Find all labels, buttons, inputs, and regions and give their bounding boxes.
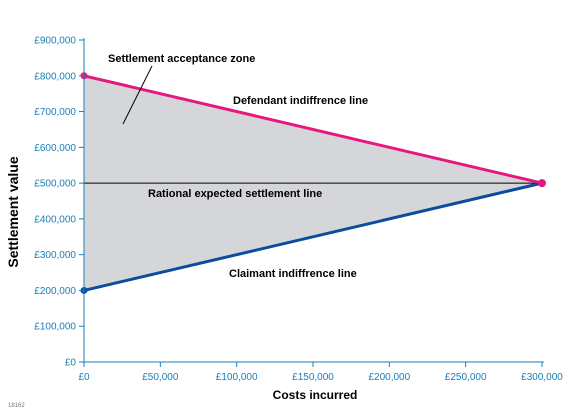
y-tick-label: £200,000 <box>34 286 76 297</box>
x-tick-label: £50,000 <box>142 372 179 383</box>
series-line-defendant <box>83 74 543 185</box>
x-axis-title: Costs incurred <box>273 388 358 402</box>
x-axis: £0 £50,000 £100,000 £150,000 £200,000 £250,00… <box>78 361 563 383</box>
annotation-claimant: Claimant indiffrence line <box>229 268 357 280</box>
y-axis-title: Settlement value <box>5 156 21 267</box>
plot-area <box>80 72 546 294</box>
y-axis: £0 £100,000 £200,000 £300,000 £400,000 £500,0… <box>34 36 85 369</box>
y-tick-label: £600,000 <box>34 143 76 154</box>
annotation-zone-pointer <box>122 65 153 125</box>
annotation-defendant: Defendant indiffrence line <box>233 95 368 107</box>
x-tick-label: £200,000 <box>368 372 410 383</box>
figure-number: 18162 <box>8 403 25 409</box>
y-tick-label: £900,000 <box>34 36 76 47</box>
y-tick-label: £700,000 <box>34 107 76 118</box>
annotation-rational: Rational expected settlement line <box>148 188 322 200</box>
y-tick-label: £300,000 <box>34 250 76 261</box>
y-tick-label: £100,000 <box>34 322 76 333</box>
y-tick-label: £0 <box>65 358 77 369</box>
annotation-zone: Settlement acceptance zone <box>108 53 255 65</box>
y-tick-label: £500,000 <box>34 179 76 190</box>
x-tick-label: £100,000 <box>216 372 258 383</box>
x-tick-label: £150,000 <box>292 372 334 383</box>
x-tick-label: £250,000 <box>445 372 487 383</box>
point-convergence <box>538 179 546 188</box>
y-tick-label: £800,000 <box>34 71 76 82</box>
series-line-claimant <box>83 181 543 292</box>
y-tick-label: £400,000 <box>34 214 76 225</box>
x-tick-label: £300,000 <box>521 372 563 383</box>
x-tick-label: £0 <box>78 372 90 383</box>
